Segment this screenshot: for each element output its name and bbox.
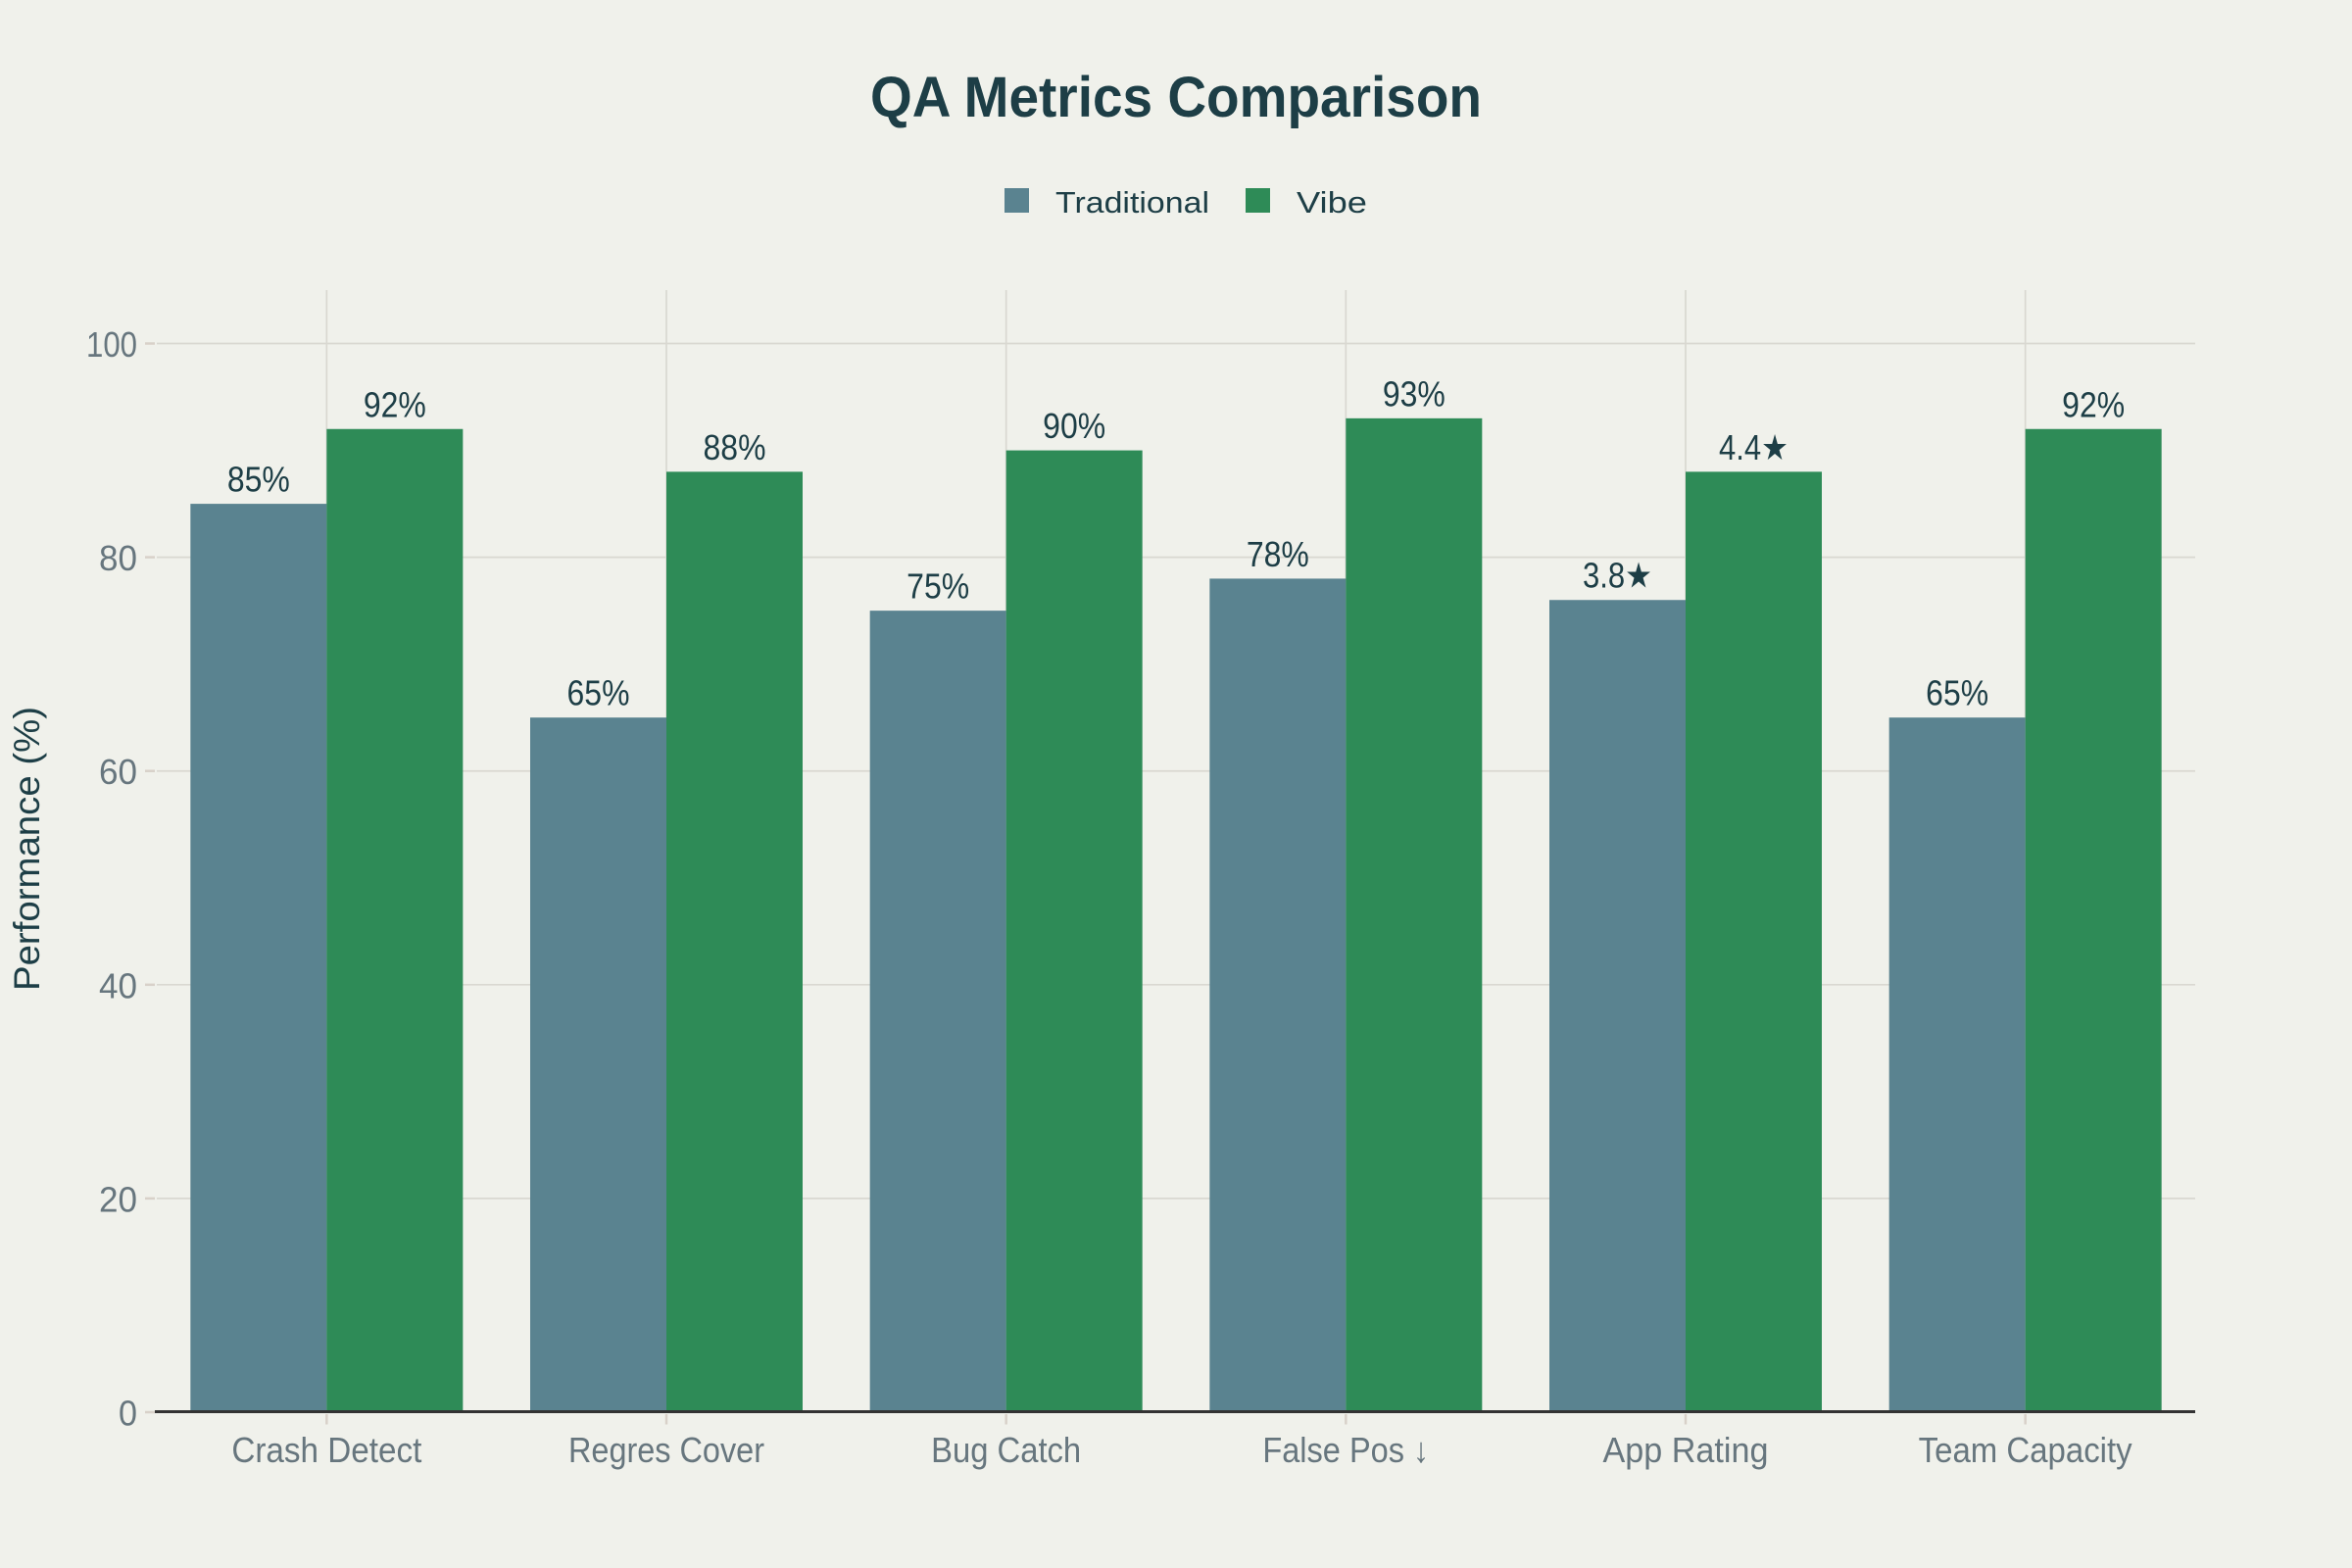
value-label-vibe-5: 92% [2062, 384, 2125, 424]
y-tick-label-60: 60 [99, 752, 137, 792]
legend-swatch-traditional-icon [1004, 188, 1029, 213]
bars [190, 417, 2162, 1413]
bar-traditional-5[interactable] [1888, 717, 2026, 1412]
legend-label-traditional: Traditional [1055, 185, 1209, 220]
y-tick-label-80: 80 [99, 538, 137, 578]
value-label-traditional-1: 65% [567, 673, 630, 713]
legend-label-vibe: Vibe [1297, 185, 1367, 220]
value-label-vibe-4: 4.4★ [1719, 427, 1788, 467]
x-tick-label-1: Regres Cover [568, 1430, 764, 1470]
value-label-vibe-1: 88% [704, 427, 766, 467]
x-tick-labels: Crash Detect Regres Cover Bug Catch False P… [231, 1430, 2132, 1470]
bar-vibe-5[interactable] [2025, 428, 2162, 1412]
bar-traditional-3[interactable] [1209, 578, 1347, 1412]
bar-traditional-1[interactable] [530, 717, 666, 1412]
bar-traditional-0[interactable] [190, 504, 327, 1412]
y-tick-label-40: 40 [99, 965, 137, 1005]
bar-vibe-2[interactable] [1005, 450, 1143, 1413]
x-tick-label-2: Bug Catch [931, 1430, 1081, 1470]
value-label-traditional-3: 78% [1247, 534, 1309, 574]
y-tick-label-100: 100 [86, 324, 137, 365]
bar-vibe-1[interactable] [666, 471, 803, 1412]
value-label-traditional-4: 3.8★ [1583, 556, 1652, 596]
bar-traditional-2[interactable] [869, 611, 1006, 1412]
x-tick-label-3: False Pos ↓ [1262, 1430, 1429, 1470]
bar-vibe-0[interactable] [326, 428, 464, 1412]
y-tick-label-20: 20 [99, 1179, 137, 1219]
legend: Traditional Vibe [1004, 185, 1367, 220]
bar-vibe-4[interactable] [1686, 471, 1822, 1412]
x-tick-label-0: Crash Detect [231, 1430, 421, 1470]
value-label-vibe-0: 92% [364, 384, 426, 424]
x-tick-label-5: Team Capacity [1919, 1430, 2132, 1470]
legend-swatch-vibe-icon [1246, 188, 1270, 213]
value-label-vibe-2: 90% [1043, 406, 1105, 446]
legend-item-traditional[interactable]: Traditional [1004, 185, 1209, 220]
bar-vibe-3[interactable] [1346, 417, 1483, 1412]
y-tick-labels: 0 20 40 60 80 100 [86, 324, 137, 1433]
y-axis-title: Performance (%) [7, 707, 47, 991]
value-label-traditional-0: 85% [227, 460, 290, 500]
tick-marks [145, 342, 2027, 1425]
y-tick-label-0: 0 [119, 1394, 137, 1434]
value-label-vibe-3: 93% [1383, 373, 1446, 414]
legend-item-vibe[interactable]: Vibe [1246, 185, 1367, 220]
chart-title: QA Metrics Comparison [870, 66, 1482, 129]
value-labels: 85% 65% 75% 78% 3.8★ 65% 92% 88% 90% 93% 4.4★ 92% [227, 373, 2125, 712]
bar-traditional-4[interactable] [1549, 600, 1686, 1412]
value-label-traditional-2: 75% [906, 566, 969, 607]
x-tick-label-4: App Rating [1603, 1430, 1769, 1470]
value-label-traditional-5: 65% [1926, 673, 1988, 713]
